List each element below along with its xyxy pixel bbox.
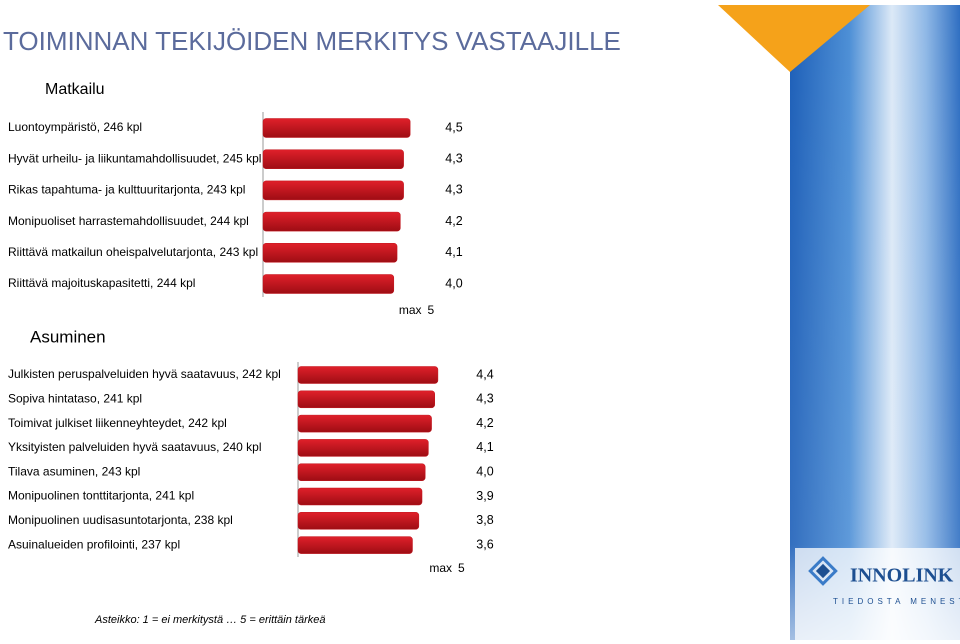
- category-label: Toimivat julkiset liikenneyhteydet, 242 …: [8, 416, 227, 430]
- value-label: 3,6: [476, 537, 493, 551]
- bar: [297, 512, 420, 530]
- background-overlay: [790, 5, 960, 640]
- axis-note: max: [429, 561, 452, 575]
- logo-panel: [795, 548, 960, 640]
- value-label: 3,9: [476, 489, 493, 503]
- chart-title: Matkailu: [45, 81, 105, 98]
- category-label: Asuinalueiden profilointi, 237 kpl: [8, 537, 180, 551]
- value-label: 4,3: [445, 151, 462, 165]
- scale-footnote: Asteikko: 1 = ei merkitystä … 5 = erittä…: [94, 614, 325, 626]
- bar: [262, 118, 411, 138]
- value-label: 4,3: [476, 392, 493, 406]
- category-label: Monipuolinen uudisasuntotarjonta, 238 kp…: [8, 513, 233, 527]
- category-label: Monipuolinen tonttitarjonta, 241 kpl: [8, 489, 194, 503]
- bar: [297, 463, 426, 481]
- category-label: Monipuoliset harrastemahdollisuudet, 244…: [8, 214, 249, 228]
- slide-title: TOIMINNAN TEKIJÖIDEN MERKITYS VASTAAJILL…: [3, 26, 621, 56]
- axis-note: max: [399, 303, 422, 317]
- x-tick-label: 5: [428, 303, 435, 317]
- bar: [297, 487, 423, 506]
- bar: [297, 439, 429, 457]
- bar: [297, 414, 432, 433]
- logo-tagline: TIEDOSTA MENESTYS: [833, 597, 960, 606]
- category-label: Yksityisten palveluiden hyvä saatavuus, …: [8, 440, 261, 454]
- value-label: 4,0: [445, 276, 462, 290]
- category-label: Riittävä matkailun oheispalvelutarjonta,…: [8, 245, 258, 259]
- bar: [262, 149, 404, 169]
- category-label: Julkisten peruspalveluiden hyvä saatavuu…: [8, 367, 281, 381]
- bar: [262, 243, 398, 263]
- x-tick-label: 5: [458, 561, 465, 575]
- value-label: 4,2: [476, 416, 493, 430]
- category-label: Hyvät urheilu- ja liikuntamahdollisuudet…: [8, 151, 261, 165]
- logo-icon: [808, 556, 838, 586]
- bar: [262, 274, 395, 294]
- value-label: 4,3: [445, 183, 462, 197]
- value-label: 4,1: [476, 440, 493, 454]
- orange-triangle: [718, 5, 870, 72]
- value-label: 3,8: [476, 513, 493, 527]
- bar: [297, 366, 439, 384]
- category-label: Riittävä majoituskapasitetti, 244 kpl: [8, 276, 195, 290]
- bar: [297, 390, 435, 409]
- value-label: 4,5: [445, 120, 462, 134]
- value-label: 4,4: [476, 367, 493, 381]
- logo-name: INNOLINK: [850, 565, 954, 587]
- bar: [262, 211, 401, 232]
- category-label: Luontoympäristö, 246 kpl: [8, 120, 142, 134]
- category-label: Rikas tapahtuma- ja kulttuuritarjonta, 2…: [8, 183, 245, 197]
- chart-title: Asuminen: [30, 327, 106, 346]
- value-label: 4,0: [476, 464, 493, 478]
- bar: [262, 180, 404, 201]
- value-label: 4,1: [445, 245, 462, 259]
- bar: [297, 536, 413, 554]
- value-label: 4,2: [445, 214, 462, 228]
- category-label: Sopiva hintataso, 241 kpl: [8, 391, 142, 405]
- category-label: Tilava asuminen, 243 kpl: [8, 464, 140, 478]
